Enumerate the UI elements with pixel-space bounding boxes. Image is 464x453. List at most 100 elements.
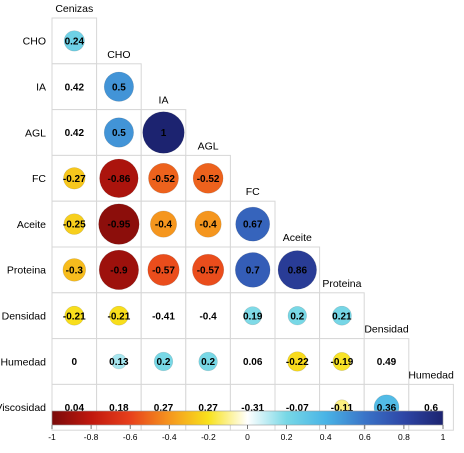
row-labels: CHO IA AGL FC Aceite Proteina Densidad Humedad V… — [0, 36, 46, 414]
colorbar-tick-label: 0.2 — [281, 432, 293, 442]
correlation-value: -0.3 — [66, 266, 84, 277]
correlation-value: -0.25 — [63, 220, 86, 231]
row-label: AGL — [25, 127, 46, 139]
colorbar-gradient — [51, 410, 444, 426]
correlation-circle — [332, 305, 352, 326]
correlation-circle — [287, 351, 308, 372]
correlation-circle — [64, 305, 85, 326]
column-labels: Cenizas CHO IA AGL FC Aceite Proteina Densidad H… — [55, 3, 454, 381]
row-label: Humedad — [0, 356, 46, 368]
colorbar-tick-label: 0.8 — [398, 432, 410, 442]
correlation-circle — [192, 253, 225, 286]
correlation-circle — [99, 158, 139, 198]
correlation-circle — [63, 213, 86, 235]
correlation-value: -0.9 — [110, 266, 128, 277]
correlation-value: -0.11 — [331, 403, 354, 414]
grid-cell — [363, 338, 410, 385]
correlation-circle — [142, 111, 185, 154]
column-label: AGL — [198, 140, 219, 152]
correlation-circle — [98, 203, 140, 245]
correlation-circle — [148, 163, 179, 194]
row-label: Proteina — [7, 265, 46, 277]
correlation-circle — [192, 163, 224, 194]
correlation-value: -0.57 — [197, 266, 220, 277]
correlation-value: 0.86 — [288, 266, 308, 277]
correlation-value: 0.24 — [65, 37, 85, 48]
column-label: Aceite — [283, 232, 312, 244]
grid-cell — [185, 200, 231, 248]
column-label: Densidad — [364, 324, 409, 336]
correlation-value: 0.21 — [332, 311, 352, 322]
correlation-circle — [287, 306, 307, 326]
correlation-value: 0.67 — [243, 220, 263, 231]
correlation-circle — [109, 305, 129, 326]
colorbar: -1 -0.8 -0.6 -0.4 -0.2 0 0.2 0.4 0.6 0.8 1 — [48, 410, 446, 442]
correlation-value: 0.13 — [109, 357, 129, 368]
correlation-value: 0.42 — [65, 128, 85, 139]
correlation-circle — [198, 351, 218, 372]
correlation-value: 0.42 — [65, 82, 85, 93]
correlation-value: -0.52 — [152, 174, 175, 185]
correlation-value: 0.27 — [198, 403, 218, 414]
correlation-circle — [63, 167, 86, 190]
colorbar-tick-label: -0.8 — [84, 432, 99, 442]
correlation-value: 0.2 — [157, 357, 171, 368]
correlation-value: 0.18 — [109, 403, 129, 414]
correlation-circle — [103, 71, 134, 102]
correlation-value: -0.95 — [108, 220, 131, 231]
correlation-circle — [62, 258, 86, 282]
colorbar-tick-label: 0.6 — [359, 432, 371, 442]
correlation-circle — [234, 252, 271, 288]
correlation-circle — [153, 351, 174, 372]
correlation-value: -0.52 — [197, 174, 220, 185]
row-label: Densidad — [2, 311, 47, 323]
grid-cell — [51, 63, 98, 111]
row-label: IA — [36, 82, 46, 94]
correlation-value: 0.36 — [377, 403, 397, 414]
column-label: Cenizas — [55, 3, 93, 15]
correlation-value-labels: 0.24 0.42 0.5 0.42 0.5 1 -0.27 -0.86 -0.52 -0.52 -… — [63, 37, 439, 414]
correlation-value: 1 — [161, 128, 167, 139]
correlation-circle — [98, 249, 139, 290]
correlation-value: 0.2 — [290, 311, 304, 322]
correlation-value: 0.19 — [243, 311, 263, 322]
correlation-value: 0.27 — [154, 403, 174, 414]
correlation-value: -0.4 — [199, 311, 217, 322]
correlation-value: -0.21 — [63, 311, 86, 322]
correlation-value: -0.57 — [152, 266, 175, 277]
column-label: IA — [159, 95, 169, 107]
correlation-circle — [243, 306, 263, 326]
correlation-value: 0 — [72, 357, 78, 368]
correlation-circle — [332, 352, 352, 371]
correlation-circle — [103, 117, 134, 148]
correlation-circle — [235, 206, 271, 242]
colorbar-tick-label: 1 — [441, 432, 446, 442]
correlation-circle — [147, 253, 180, 286]
correlation-circle — [277, 250, 317, 290]
correlation-circles — [62, 30, 400, 421]
column-label: Humedad — [408, 369, 454, 381]
correlation-circle — [194, 210, 222, 238]
colorbar-tick-label: -0.6 — [123, 432, 138, 442]
column-label: Proteina — [322, 278, 361, 290]
correlation-value: -0.22 — [286, 357, 309, 368]
correlation-value: -0.4 — [155, 220, 173, 231]
colorbar-tick-label: -0.2 — [201, 432, 216, 442]
correlation-value: -0.41 — [152, 311, 175, 322]
correlation-value: 0.49 — [377, 357, 397, 368]
correlation-circle — [63, 30, 85, 52]
correlation-value: -0.86 — [108, 174, 131, 185]
correlation-value: 0.2 — [201, 357, 215, 368]
correlation-circle — [111, 353, 127, 370]
row-label: FC — [32, 173, 46, 185]
correlation-value: -0.19 — [331, 357, 354, 368]
correlation-value: -0.4 — [199, 220, 217, 231]
correlation-value: 0.5 — [112, 128, 126, 139]
correlation-value: -0.27 — [63, 174, 86, 185]
correlation-value: 0.6 — [424, 403, 438, 414]
correlation-value: -0.07 — [286, 403, 309, 414]
correlation-value: -0.31 — [241, 403, 264, 414]
row-label: Viscosidad — [0, 402, 46, 414]
column-label: FC — [246, 186, 260, 198]
